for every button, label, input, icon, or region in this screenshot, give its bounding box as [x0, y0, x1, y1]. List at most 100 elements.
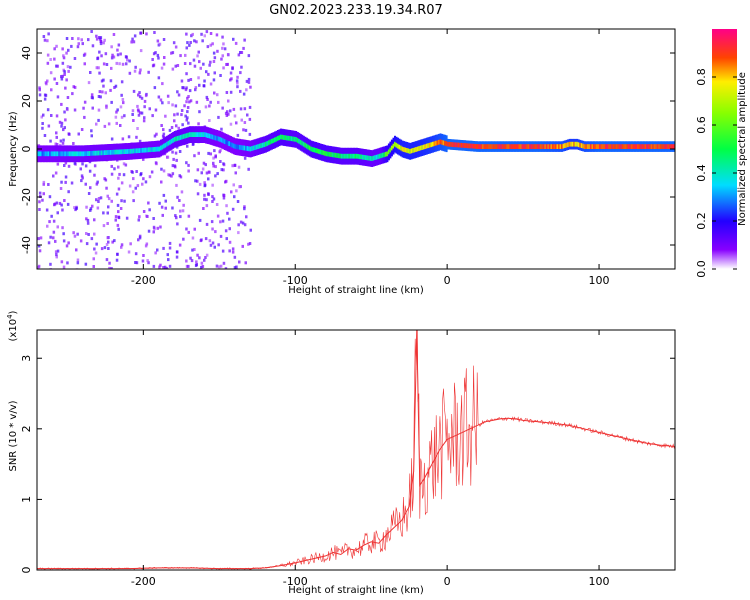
- heatmap-ridge-core: [425, 143, 428, 149]
- heatmap-ridge-core: [155, 146, 158, 152]
- heatmap-noise-cell: [38, 86, 41, 90]
- heatmap-noise-cell: [187, 95, 190, 98]
- heatmap-noise-cell: [117, 43, 121, 47]
- heatmap-ridge-core: [473, 143, 475, 149]
- heatmap-ridge-core: [293, 136, 296, 142]
- heatmap-noise-cell: [187, 78, 190, 82]
- heatmap-ridge-core: [517, 144, 519, 149]
- heatmap-ridge-core: [488, 144, 491, 149]
- heatmap-noise-cell: [185, 32, 188, 36]
- snr-scale-exponent: 4: [6, 314, 14, 319]
- heatmap-noise-cell: [219, 220, 222, 224]
- heatmap-noise-cell: [219, 160, 222, 163]
- heatmap-noise-cell: [118, 62, 121, 66]
- heatmap-noise-cell: [55, 255, 58, 259]
- heatmap-noise-cell: [154, 51, 157, 55]
- heatmap-ridge-core: [447, 141, 450, 147]
- heatmap-noise-cell: [180, 109, 184, 112]
- heatmap-ridge-core: [321, 150, 324, 155]
- heatmap-noise-cell: [90, 237, 94, 241]
- heatmap-noise-cell: [224, 111, 228, 115]
- heatmap-ridge-core: [392, 143, 395, 149]
- heatmap-ridge-core: [90, 151, 93, 156]
- heatmap-ridge-core: [280, 134, 282, 140]
- heatmap-ridge-core: [567, 142, 570, 148]
- heatmap-noise-cell: [55, 114, 59, 118]
- heatmap-noise-cell: [148, 107, 151, 111]
- heatmap-noise-cell: [180, 79, 184, 83]
- heatmap-ridge-core: [113, 149, 115, 155]
- heatmap-noise-cell: [238, 260, 241, 264]
- heatmap-noise-cell: [73, 206, 76, 210]
- heatmap-noise-cell: [205, 204, 209, 208]
- heatmap-noise-cell: [178, 243, 182, 247]
- heatmap-noise-cell: [110, 164, 113, 168]
- heatmap-ridge-core: [225, 139, 228, 145]
- snr-y-tick-label: 1: [20, 496, 33, 503]
- heatmap-noise-cell: [100, 247, 104, 251]
- heatmap-ridge-core: [577, 142, 580, 148]
- heatmap-noise-cell: [53, 203, 56, 207]
- heatmap-noise-cell: [152, 217, 155, 220]
- heatmap-ridge-core: [261, 142, 264, 148]
- heatmap-noise-cell: [93, 164, 97, 168]
- heatmap-ridge-core: [424, 144, 427, 149]
- heatmap-ridge-core: [277, 136, 279, 141]
- heatmap-ridge-core: [198, 132, 200, 137]
- heatmap-noise-cell: [110, 172, 114, 176]
- heatmap-ridge-core: [556, 144, 559, 149]
- heatmap-noise-cell: [75, 207, 78, 210]
- spectrogram-heatmap: [37, 30, 675, 269]
- heatmap-ridge-core: [249, 146, 252, 152]
- heatmap-noise-cell: [184, 114, 187, 118]
- heatmap-noise-cell: [100, 79, 104, 83]
- heatmap-noise-cell: [55, 44, 58, 48]
- heatmap-noise-cell: [210, 220, 214, 224]
- heatmap-ridge-core: [214, 135, 217, 141]
- heatmap-noise-cell: [134, 252, 138, 256]
- heatmap-ridge-core: [641, 144, 644, 149]
- heatmap-ridge-core: [652, 144, 655, 149]
- heatmap-ridge-core: [482, 144, 485, 149]
- heatmap-noise-cell: [211, 195, 214, 199]
- colorbar-tick-label: 0.2: [695, 212, 708, 230]
- heatmap-ridge-core: [477, 144, 480, 149]
- heatmap-ridge-core: [73, 151, 76, 157]
- heatmap-noise-cell: [238, 185, 241, 189]
- heatmap-noise-cell: [138, 215, 141, 219]
- heatmap-ridge-core: [228, 141, 231, 147]
- heatmap-noise-cell: [176, 112, 179, 116]
- heatmap-noise-cell: [76, 45, 80, 49]
- heatmap-ridge-core: [305, 143, 308, 149]
- heatmap-noise-cell: [110, 66, 113, 70]
- heatmap-noise-cell: [173, 113, 176, 117]
- heatmap-noise-cell: [82, 106, 85, 110]
- heatmap-noise-cell: [67, 190, 70, 194]
- heatmap-noise-cell: [185, 227, 188, 231]
- heatmap-ridge-core: [258, 143, 261, 149]
- heatmap-noise-cell: [49, 71, 53, 75]
- heatmap-noise-cell: [245, 88, 248, 92]
- heatmap-ridge-core: [56, 151, 59, 157]
- heatmap-noise-cell: [194, 88, 197, 92]
- heatmap-noise-cell: [162, 128, 165, 132]
- heatmap-ridge-core: [175, 136, 178, 142]
- heatmap-ridge-core: [483, 144, 486, 149]
- heatmap-noise-cell: [141, 259, 145, 263]
- heatmap-ridge-core: [351, 153, 354, 159]
- heatmap-ridge-core: [129, 148, 132, 154]
- heatmap-ridge-core: [184, 133, 187, 139]
- heatmap-noise-cell: [176, 195, 179, 199]
- heatmap-noise-cell: [236, 200, 240, 203]
- heatmap-noise-cell: [147, 229, 151, 233]
- heatmap-ridge-core: [421, 145, 424, 150]
- heatmap-noise-cell: [236, 133, 240, 137]
- heatmap-noise-cell: [213, 245, 216, 249]
- heatmap-noise-cell: [54, 250, 58, 254]
- heatmap-noise-cell: [179, 209, 182, 213]
- heatmap-noise-cell: [144, 94, 148, 98]
- heatmap-noise-cell: [180, 190, 184, 194]
- heatmap-ridge-core: [176, 136, 179, 141]
- heatmap-noise-cell: [162, 266, 165, 269]
